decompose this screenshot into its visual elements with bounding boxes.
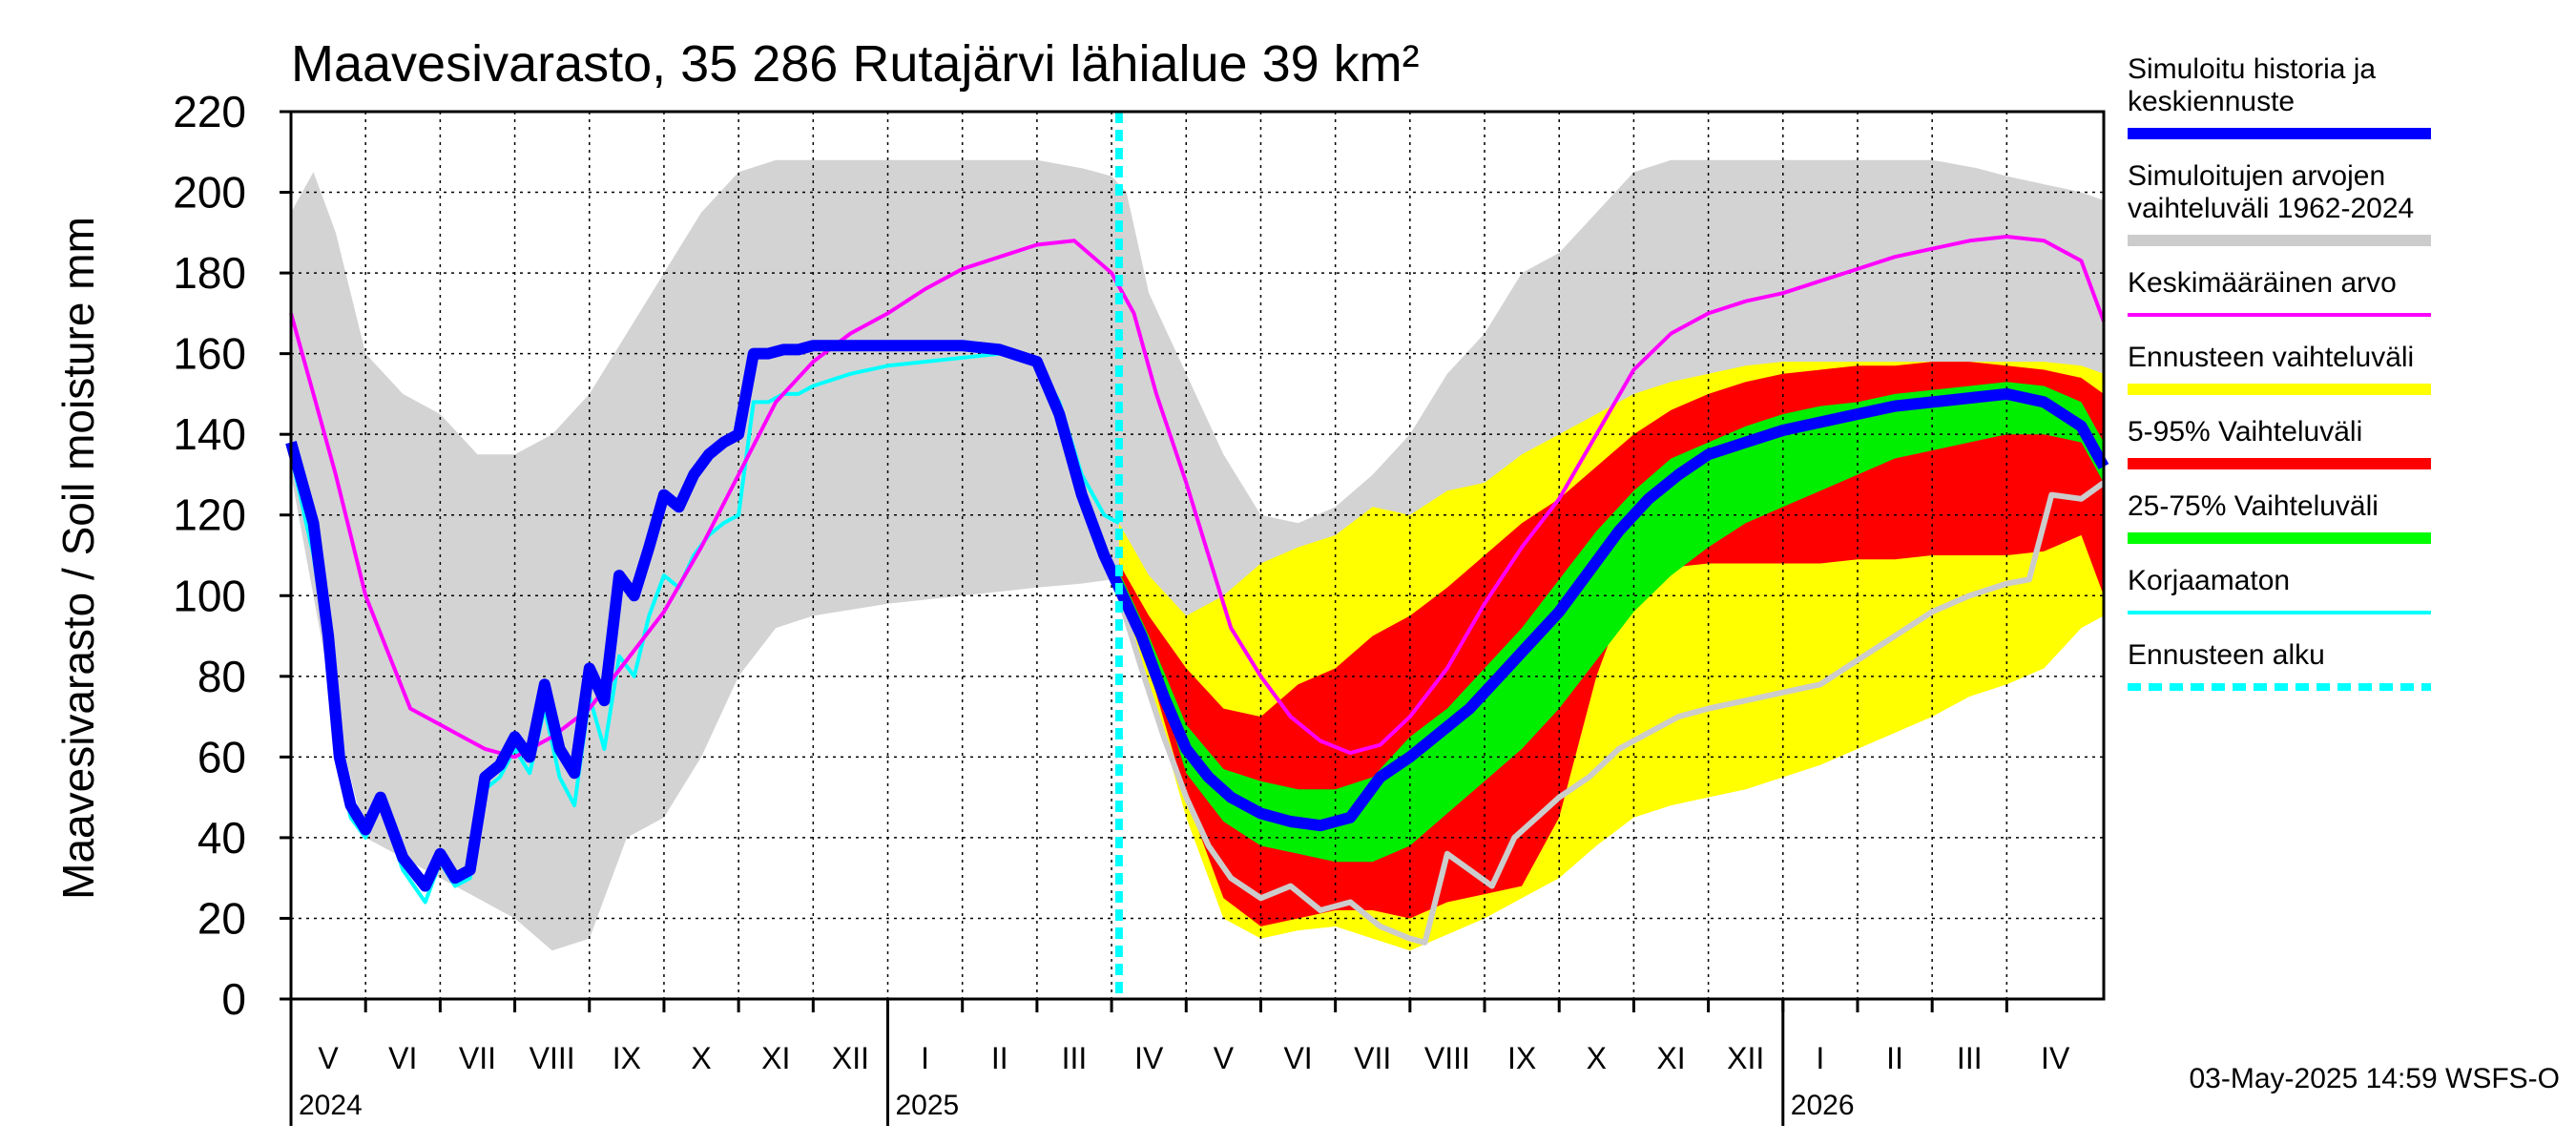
x-tick-label: I [1816, 1041, 1824, 1075]
x-tick-label: XI [1656, 1041, 1685, 1075]
x-tick-label: II [1886, 1041, 1903, 1075]
legend-label: vaihteluväli 1962-2024 [2128, 193, 2414, 224]
x-tick-label: VIII [1424, 1041, 1470, 1075]
x-tick-label: I [921, 1041, 929, 1075]
legend-label: 5-95% Vaihteluväli [2128, 416, 2362, 448]
y-tick-label: 20 [197, 893, 246, 943]
y-tick-label: 140 [173, 409, 246, 459]
x-tick-label: X [1587, 1041, 1607, 1075]
x-tick-label: V [318, 1041, 339, 1075]
series-line [1116, 480, 2106, 946]
y-tick-label: 80 [197, 652, 246, 701]
y-tick-label: 200 [173, 168, 246, 218]
legend-label: Ennusteen vaihteluväli [2128, 342, 2414, 373]
legend-label: 25-75% Vaihteluväli [2128, 490, 2379, 522]
band-25-75 [1118, 382, 2104, 863]
x-tick-label: XII [832, 1041, 869, 1075]
x-tick-label: VI [388, 1041, 417, 1075]
x-tick-label: IV [1134, 1041, 1164, 1075]
legend-label: Simuloitujen arvojen [2128, 160, 2385, 192]
x-tick-label: XI [761, 1041, 790, 1075]
x-tick-label: II [991, 1041, 1008, 1075]
year-label: 2025 [896, 1090, 960, 1121]
x-tick-label: VII [1354, 1041, 1391, 1075]
x-tick-label: III [1957, 1041, 1983, 1075]
y-tick-label: 60 [197, 732, 246, 781]
y-tick-label: 180 [173, 248, 246, 298]
year-label: 2026 [1791, 1090, 1855, 1121]
history-range-band [291, 159, 2104, 951]
grid [291, 112, 2104, 999]
x-tick-label: IX [1507, 1041, 1536, 1075]
y-tick-label: 160 [173, 329, 246, 379]
legend-label: Korjaamaton [2128, 565, 2290, 596]
y-axis-label: Maavesivarasto / Soil moisture mm [53, 217, 103, 900]
y-tick-label: 220 [173, 87, 246, 136]
legend-label: Keskimääräinen arvo [2128, 267, 2397, 299]
x-tick-label: VIII [530, 1041, 575, 1075]
chart-title: Maavesivarasto, 35 286 Rutajärvi lähialu… [291, 35, 1420, 93]
legend-label: Ennusteen alku [2128, 639, 2325, 671]
x-tick-label: IX [613, 1041, 641, 1075]
year-label: 2024 [299, 1090, 363, 1121]
x-tick-label: VI [1283, 1041, 1312, 1075]
y-tick-label: 100 [173, 571, 246, 620]
x-tick-label: IV [2041, 1041, 2070, 1075]
plot-area [285, 112, 2109, 999]
x-tick-label: V [1214, 1041, 1235, 1075]
y-tick-label: 40 [197, 813, 246, 863]
y-tick-label: 120 [173, 490, 246, 540]
series-line [285, 340, 2109, 892]
series-line [289, 351, 1120, 905]
y-tick-label: 0 [221, 974, 246, 1024]
x-tick-label: III [1062, 1041, 1088, 1075]
x-tick-label: X [691, 1041, 711, 1075]
plot-frame [289, 110, 2106, 1001]
x-tick-label: XII [1727, 1041, 1764, 1075]
legend-label: Simuloitu historia ja [2128, 53, 2376, 85]
x-tick-label: VII [459, 1041, 496, 1075]
footer-timestamp: 03-May-2025 14:59 WSFS-O [2190, 1063, 2561, 1094]
legend-label: keskiennuste [2128, 86, 2295, 117]
